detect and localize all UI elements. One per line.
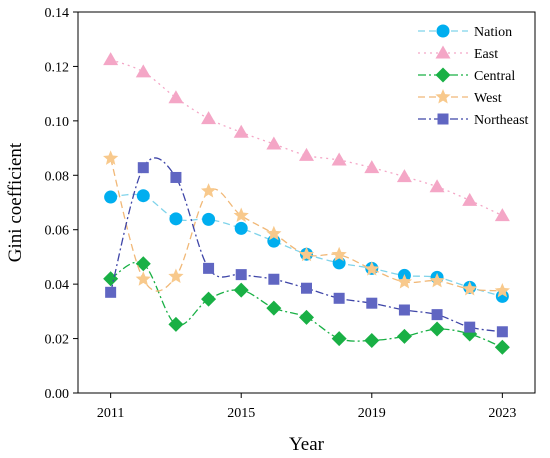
data-point-northeast-2023 [496,326,508,338]
data-point-nation-2011 [104,190,118,204]
data-point-west-2018 [331,246,347,262]
legend-item-nation: Nation [418,24,512,40]
data-point-central-2017 [299,309,314,325]
y-tick-label: 0.10 [45,115,70,130]
series-line-west [110,158,503,292]
series-central [103,256,510,355]
data-point-central-2014 [201,291,217,307]
data-point-central-2021 [429,321,445,337]
data-point-central-2016 [266,300,282,316]
data-point-nation-2014 [202,212,216,226]
data-point-central-2012 [135,256,151,272]
data-point-northeast-2020 [398,304,410,316]
y-tick-label: 0.12 [45,60,70,75]
data-point-east-2020 [396,169,412,183]
legend-label-east: East [474,47,498,62]
data-point-east-2023 [494,208,510,222]
legend-marker-west [435,89,451,104]
data-point-central-2020 [396,328,412,344]
data-point-northeast-2012 [137,162,149,174]
data-point-northeast-2013 [170,171,182,183]
data-point-west-2011 [103,150,119,165]
data-point-central-2013 [168,316,184,332]
data-point-central-2019 [364,332,380,348]
data-point-east-2021 [429,179,445,193]
data-point-northeast-2017 [301,282,312,294]
legend-item-east: East [418,45,498,62]
y-tick-label: 0.14 [45,6,70,21]
data-point-west-2021 [429,272,445,288]
data-point-west-2013 [168,268,184,283]
data-point-northeast-2016 [268,273,280,285]
data-point-east-2016 [266,136,282,150]
legend-label-central: Central [474,69,515,84]
data-point-central-2015 [233,282,249,298]
data-point-east-2013 [168,90,184,104]
legend-label-northeast: Northeast [474,113,529,128]
data-point-east-2015 [233,124,249,138]
series-layer [103,52,510,355]
legend-marker-northeast [437,113,449,125]
legend-item-west: West [418,89,502,106]
data-point-east-2019 [364,160,380,174]
series-line-nation [110,193,503,298]
data-point-west-2023 [494,282,510,298]
series-west [103,150,510,298]
y-tick-label: 0.00 [45,387,70,402]
data-point-east-2011 [103,52,119,66]
data-point-west-2015 [233,207,249,223]
x-tick-label: 2023 [488,406,516,421]
data-point-northeast-2021 [431,309,443,321]
data-point-central-2023 [494,339,510,355]
legend-item-central: Central [418,67,515,84]
data-point-west-2012 [135,271,151,286]
y-tick-label: 0.08 [45,169,70,184]
legend-item-northeast: Northeast [418,113,529,128]
series-east [103,52,510,222]
data-point-west-2016 [266,225,282,241]
data-point-east-2012 [135,64,151,78]
x-tick-label: 2019 [358,406,386,421]
data-point-east-2018 [331,152,347,166]
data-point-east-2022 [462,192,478,206]
y-tick-label: 0.02 [45,333,70,348]
x-tick-label: 2011 [97,406,124,421]
x-tick-label: 2015 [227,406,255,421]
axes: 0.00 0.02 0.04 0.06 0.08 0.10 0.12 0.14 2011 2015… [45,6,536,421]
x-axis-label: Year [289,434,325,455]
legend-label-west: West [474,91,502,106]
data-point-nation-2018 [332,256,346,270]
legend-marker-nation [436,24,450,38]
data-point-west-2022 [462,281,478,296]
data-point-west-2019 [364,261,380,276]
y-axis-label: Gini coefficient [5,142,26,262]
data-point-west-2014 [200,183,217,198]
data-point-central-2011 [103,271,119,287]
data-point-nation-2013 [169,212,183,226]
data-point-west-2020 [396,273,413,289]
data-point-central-2018 [331,331,347,347]
series-northeast [105,157,508,338]
data-point-nation-2015 [234,221,248,235]
legend-marker-central [435,67,451,83]
legend-label-nation: Nation [474,25,512,40]
legend: Nation East Central West Northeast [418,24,529,128]
data-point-east-2017 [299,147,314,161]
y-tick-label: 0.04 [45,278,70,293]
data-point-northeast-2014 [203,262,215,274]
y-tick-label: 0.06 [45,224,70,239]
data-point-northeast-2011 [105,286,117,298]
plot-frame [77,11,536,394]
series-line-northeast [110,157,503,333]
data-point-west-2017 [298,246,315,262]
data-point-northeast-2018 [333,292,345,304]
data-point-east-2014 [201,111,217,125]
legend-marker-east [435,45,451,59]
data-point-nation-2012 [136,189,150,203]
data-point-northeast-2019 [366,297,378,309]
data-point-northeast-2015 [235,269,247,281]
data-point-northeast-2022 [464,321,476,333]
